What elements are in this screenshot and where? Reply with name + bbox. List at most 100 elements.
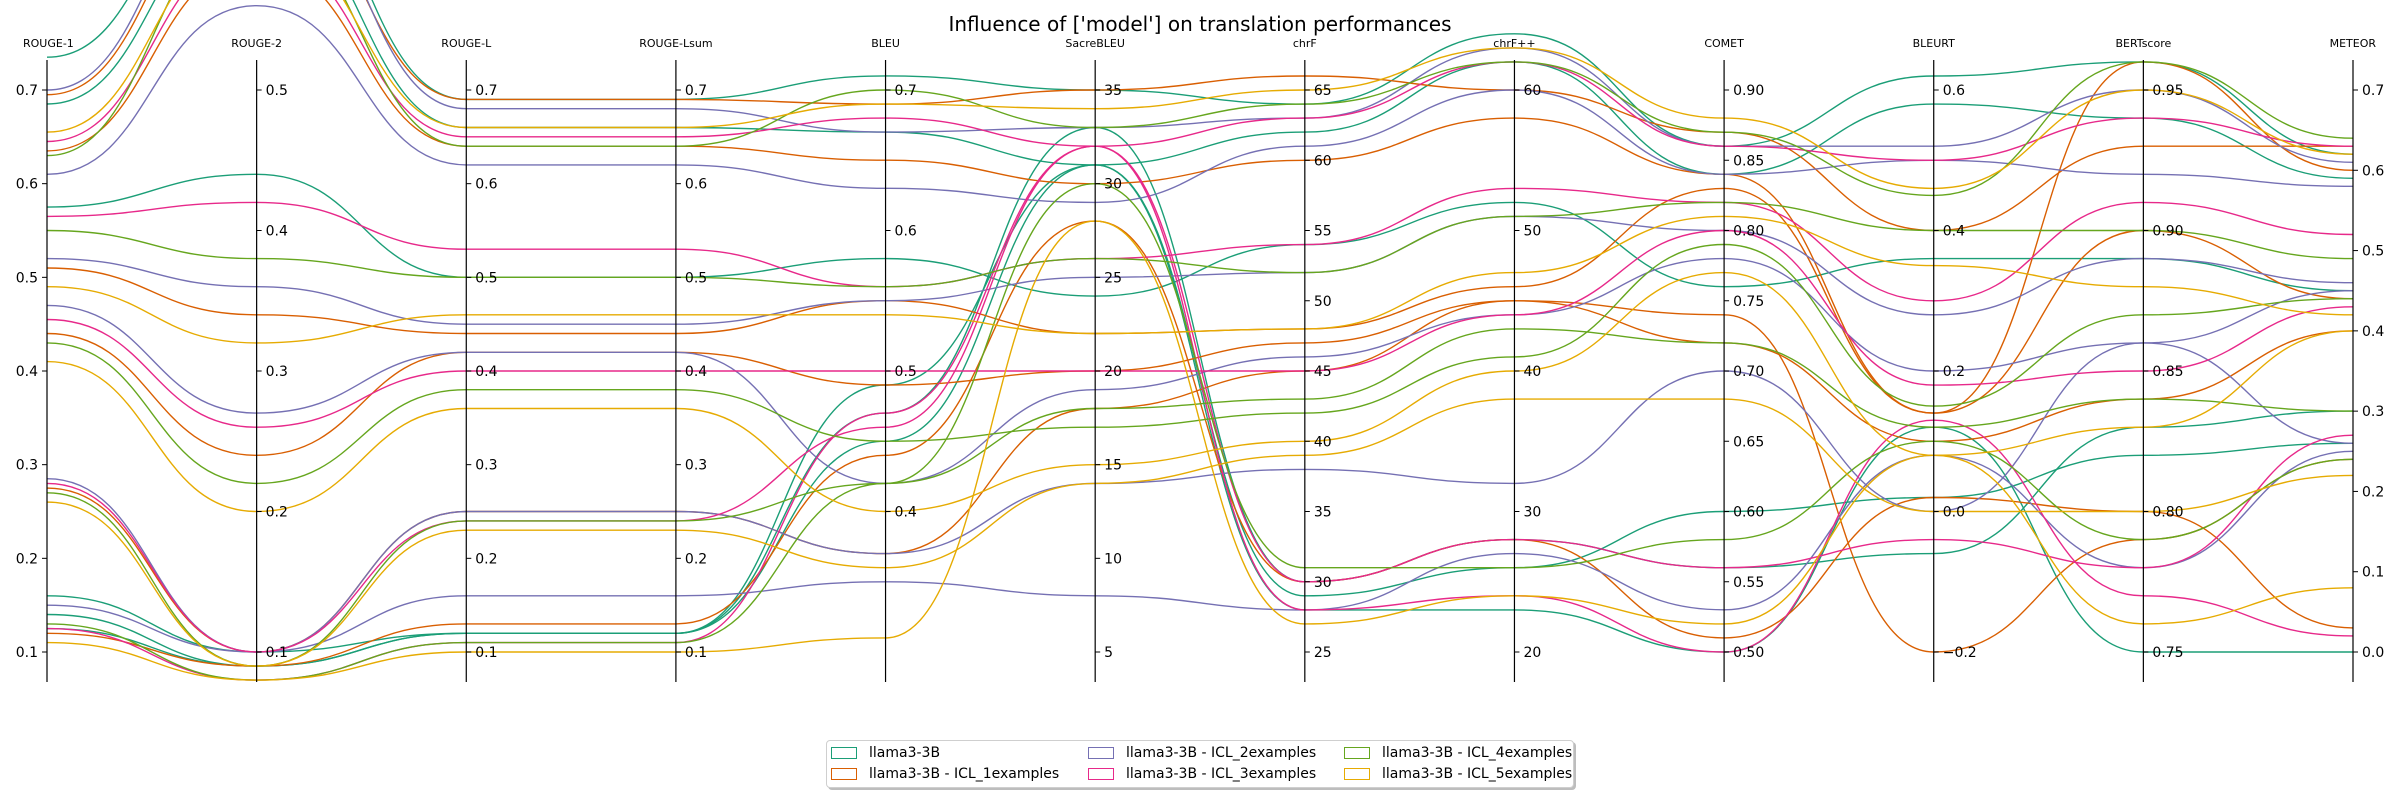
series-line — [46, 0, 2353, 232]
tick-label: 0.4 — [16, 364, 38, 380]
series-line — [46, 342, 2354, 653]
tick-label: 0.7 — [475, 83, 497, 99]
tick-label: 25 — [1104, 270, 1122, 286]
tick-label: 0.1 — [475, 645, 497, 661]
tick-label: 0.50 — [1733, 645, 1764, 661]
tick-label: 0.80 — [2152, 505, 2183, 521]
series-line — [46, 220, 2354, 681]
tick-label: 0.6 — [2362, 163, 2384, 179]
legend-item: llama3-3B - ICL_2examples — [1088, 743, 1316, 763]
legend-swatch — [831, 747, 857, 759]
legend-item: llama3-3B - ICL_1examples — [831, 764, 1059, 784]
series-line — [46, 257, 2354, 485]
series-line — [46, 229, 2354, 428]
tick-label: 50 — [1523, 224, 1541, 240]
tick-label: 30 — [1523, 505, 1541, 521]
legend-item: llama3-3B - ICL_3examples — [1088, 764, 1316, 784]
tick-label: 0.4 — [2362, 324, 2384, 340]
axis-label: ROUGE-1 — [23, 37, 74, 50]
tick-label: 0.6 — [895, 224, 917, 240]
tick-label: 0.5 — [685, 270, 707, 286]
legend-label: llama3-3B - ICL_5examples — [1382, 766, 1573, 782]
legend-swatch — [1088, 747, 1114, 759]
legend: llama3-3B llama3-3B - ICL_1examples llam… — [826, 740, 1574, 788]
tick-label: 0.7 — [685, 83, 707, 99]
legend-item: llama3-3B — [831, 743, 940, 763]
tick-label: 0.5 — [266, 83, 288, 99]
tick-label: 0.4 — [266, 224, 288, 240]
tick-label: 35 — [1104, 83, 1122, 99]
tick-label: 0.65 — [1733, 434, 1764, 450]
tick-label: 5 — [1104, 645, 1113, 661]
tick-label: 0.2 — [685, 551, 707, 567]
axis-label: COMET — [1704, 37, 1744, 50]
tick-label: 0.75 — [1733, 294, 1764, 310]
tick-label: 30 — [1314, 575, 1332, 591]
tick-label: 50 — [1314, 294, 1332, 310]
tick-label: 20 — [1104, 364, 1122, 380]
series-line — [46, 164, 2354, 667]
tick-label: 0.4 — [895, 505, 917, 521]
axis-label: BLEU — [871, 37, 900, 50]
tick-label: 0.3 — [2362, 404, 2384, 420]
axis-label: ROUGE-Lsum — [639, 37, 712, 50]
legend-label: llama3-3B - ICL_3examples — [1126, 766, 1317, 782]
tick-label: 0.2 — [475, 551, 497, 567]
tick-label: 0.7 — [895, 83, 917, 99]
legend-label: llama3-3B - ICL_1examples — [869, 766, 1060, 782]
tick-label: 65 — [1314, 83, 1332, 99]
series-line — [46, 450, 2354, 653]
tick-label: 40 — [1314, 434, 1332, 450]
axis-label: METEOR — [2330, 37, 2377, 50]
tick-label: 45 — [1314, 364, 1332, 380]
tick-label: 55 — [1314, 224, 1332, 240]
tick-label: 25 — [1314, 645, 1332, 661]
tick-label: 0.7 — [2362, 83, 2384, 99]
tick-label: 0.4 — [685, 364, 707, 380]
tick-label: 0.5 — [2362, 244, 2384, 260]
tick-label: 0.3 — [16, 458, 38, 474]
tick-label: 60 — [1523, 83, 1541, 99]
axes: ROUGE-1 0.1 0.2 0.3 0.4 0.5 0.6 0.7 ROUGE-2 0.1 0.… — [16, 37, 2384, 682]
tick-label: 0.6 — [475, 177, 497, 193]
tick-label: 0.85 — [2152, 364, 2183, 380]
series-line — [46, 0, 2354, 414]
axis-label: BERTscore — [2115, 37, 2171, 50]
tick-label: 0.7 — [16, 83, 38, 99]
legend-swatch — [1344, 768, 1370, 780]
tick-label: 0.80 — [1733, 224, 1764, 240]
tick-label: 10 — [1104, 551, 1122, 567]
legend-swatch — [1344, 747, 1370, 759]
tick-label: 0.2 — [1943, 364, 1965, 380]
legend-swatch — [831, 768, 857, 780]
tick-label: 60 — [1314, 153, 1332, 169]
tick-label: 0.0 — [2362, 645, 2384, 661]
axis-label: SacreBLEU — [1065, 37, 1125, 50]
tick-label: 20 — [1523, 645, 1541, 661]
tick-label: 0.95 — [2152, 83, 2183, 99]
series-line — [46, 215, 2354, 325]
tick-label: 0.6 — [685, 177, 707, 193]
series-line — [46, 243, 2354, 485]
tick-label: 0.4 — [475, 364, 497, 380]
tick-label: 0.55 — [1733, 575, 1764, 591]
series-line — [46, 271, 2354, 513]
tick-label: 0.90 — [1733, 83, 1764, 99]
tick-label: 0.5 — [475, 270, 497, 286]
tick-label: 0.2 — [266, 505, 288, 521]
series-lines — [46, 0, 2354, 681]
tick-label: 0.1 — [266, 645, 288, 661]
series-line — [46, 0, 2354, 190]
tick-label: 0.70 — [1733, 364, 1764, 380]
tick-label: 0.1 — [16, 645, 38, 661]
legend-swatch — [1088, 768, 1114, 780]
tick-label: 0.90 — [2152, 224, 2183, 240]
series-line — [46, 0, 2354, 163]
legend-label: llama3-3B — [869, 745, 941, 761]
tick-label: 35 — [1314, 505, 1332, 521]
tick-label: 0.5 — [895, 364, 917, 380]
tick-label: 0.60 — [1733, 505, 1764, 521]
series-line — [46, 145, 2354, 681]
tick-label: 0.4 — [1943, 224, 1965, 240]
legend-item: llama3-3B - ICL_5examples — [1344, 764, 1572, 784]
